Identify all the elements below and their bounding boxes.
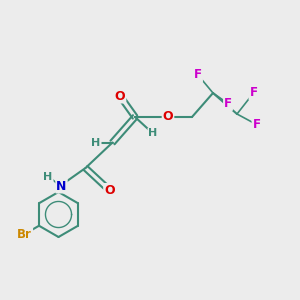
Text: O: O bbox=[104, 184, 115, 197]
Text: N: N bbox=[56, 179, 67, 193]
Text: Br: Br bbox=[17, 227, 32, 241]
Text: O: O bbox=[115, 89, 125, 103]
Text: F: F bbox=[250, 86, 257, 100]
Text: H: H bbox=[92, 137, 100, 148]
Text: F: F bbox=[194, 68, 202, 82]
Text: F: F bbox=[224, 97, 232, 110]
Text: H: H bbox=[44, 172, 52, 182]
Text: O: O bbox=[163, 110, 173, 124]
Text: H: H bbox=[148, 128, 158, 139]
Text: F: F bbox=[253, 118, 260, 131]
